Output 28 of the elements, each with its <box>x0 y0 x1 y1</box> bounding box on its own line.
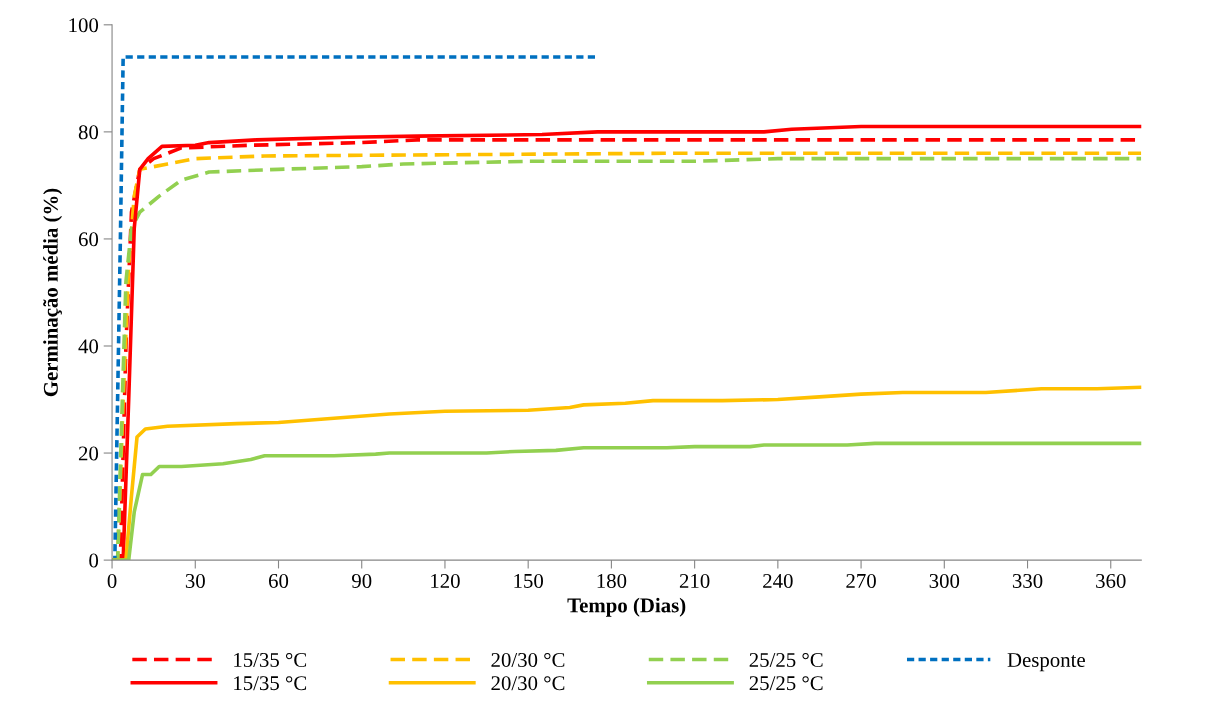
x-tick-label: 270 <box>846 573 876 588</box>
legend-label: 15/35 °C <box>234 652 307 667</box>
x-axis-title: Tempo (Dias) <box>567 597 686 617</box>
x-tick-label: 180 <box>597 573 627 588</box>
x-tick-label: 90 <box>351 573 372 588</box>
legend-label: Desponte <box>1007 653 1085 672</box>
x-tick-label: 0 <box>107 573 117 588</box>
legend-label: 25/25 °C <box>749 676 823 691</box>
x-tick-label: 120 <box>431 573 460 588</box>
legend-label: 15/35 °C <box>234 676 307 691</box>
y-tick-label: 60 <box>78 232 99 247</box>
legend-label: 25/25 °C <box>749 652 823 667</box>
y-tick-label: 80 <box>78 125 99 140</box>
y-tick-label: 0 <box>89 553 99 568</box>
x-tick-label: 240 <box>763 573 793 588</box>
x-tick-label: 210 <box>679 573 710 588</box>
y-tick-label: 100 <box>69 18 99 33</box>
legend-label: 20/30 °C <box>491 676 565 691</box>
x-tick-label: 60 <box>268 573 289 588</box>
x-tick-label: 330 <box>1012 573 1043 588</box>
y-axis-title: Germinação média (%) <box>43 188 63 397</box>
legend-label: 20/30 °C <box>491 652 565 667</box>
y-tick-label: 20 <box>78 446 99 461</box>
x-tick-label: 360 <box>1096 573 1126 588</box>
x-tick-label: 300 <box>929 573 960 588</box>
x-tick-label: 30 <box>185 573 205 588</box>
y-tick-label: 40 <box>78 339 99 354</box>
x-tick-label: 150 <box>514 573 544 588</box>
